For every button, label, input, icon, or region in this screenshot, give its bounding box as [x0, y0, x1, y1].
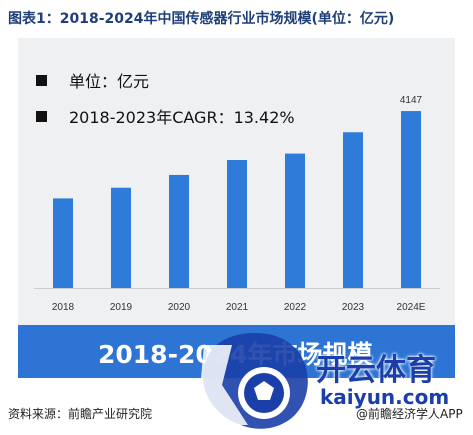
- chart-title: 图表1：2018-2024年中国传感器行业市场规模(单位：亿元): [8, 11, 395, 27]
- bar-2024E: [401, 111, 421, 288]
- bar-2022: [285, 153, 305, 288]
- x-tick-label: 2024E: [397, 302, 426, 313]
- bar-2020: [169, 174, 189, 288]
- watermark-app: @前瞻经济学人APP: [356, 407, 463, 421]
- unit-note-text: 单位：亿元: [69, 72, 150, 91]
- x-tick-label: 2023: [342, 302, 365, 313]
- x-tick-label: 2018: [52, 302, 75, 313]
- cagr-note-text: 2018-2023年CAGR：13.42%: [69, 108, 295, 127]
- watermark-text-cn: 开云体育: [316, 353, 436, 388]
- watermark-text-en: kaiyun.com: [320, 385, 450, 409]
- x-tick-label: 2021: [226, 302, 249, 313]
- source-note: 资料来源：前瞻产业研究院: [8, 407, 153, 421]
- data-label: 4147: [400, 95, 423, 106]
- cagr-note: 2018-2023年CAGR：13.42%: [36, 104, 295, 128]
- bar-2021: [227, 160, 247, 288]
- bar-2023: [343, 132, 363, 288]
- bar-2019: [111, 187, 131, 288]
- x-tick-label: 2020: [168, 302, 191, 313]
- bullet-square-icon: [36, 111, 47, 122]
- bullet-square-icon: [36, 75, 47, 86]
- unit-note: 单位：亿元: [36, 68, 149, 92]
- x-tick-label: 2019: [110, 302, 133, 313]
- bar-2018: [53, 198, 73, 288]
- x-tick-label: 2022: [284, 302, 307, 313]
- watermark-logo-icon: [200, 333, 308, 429]
